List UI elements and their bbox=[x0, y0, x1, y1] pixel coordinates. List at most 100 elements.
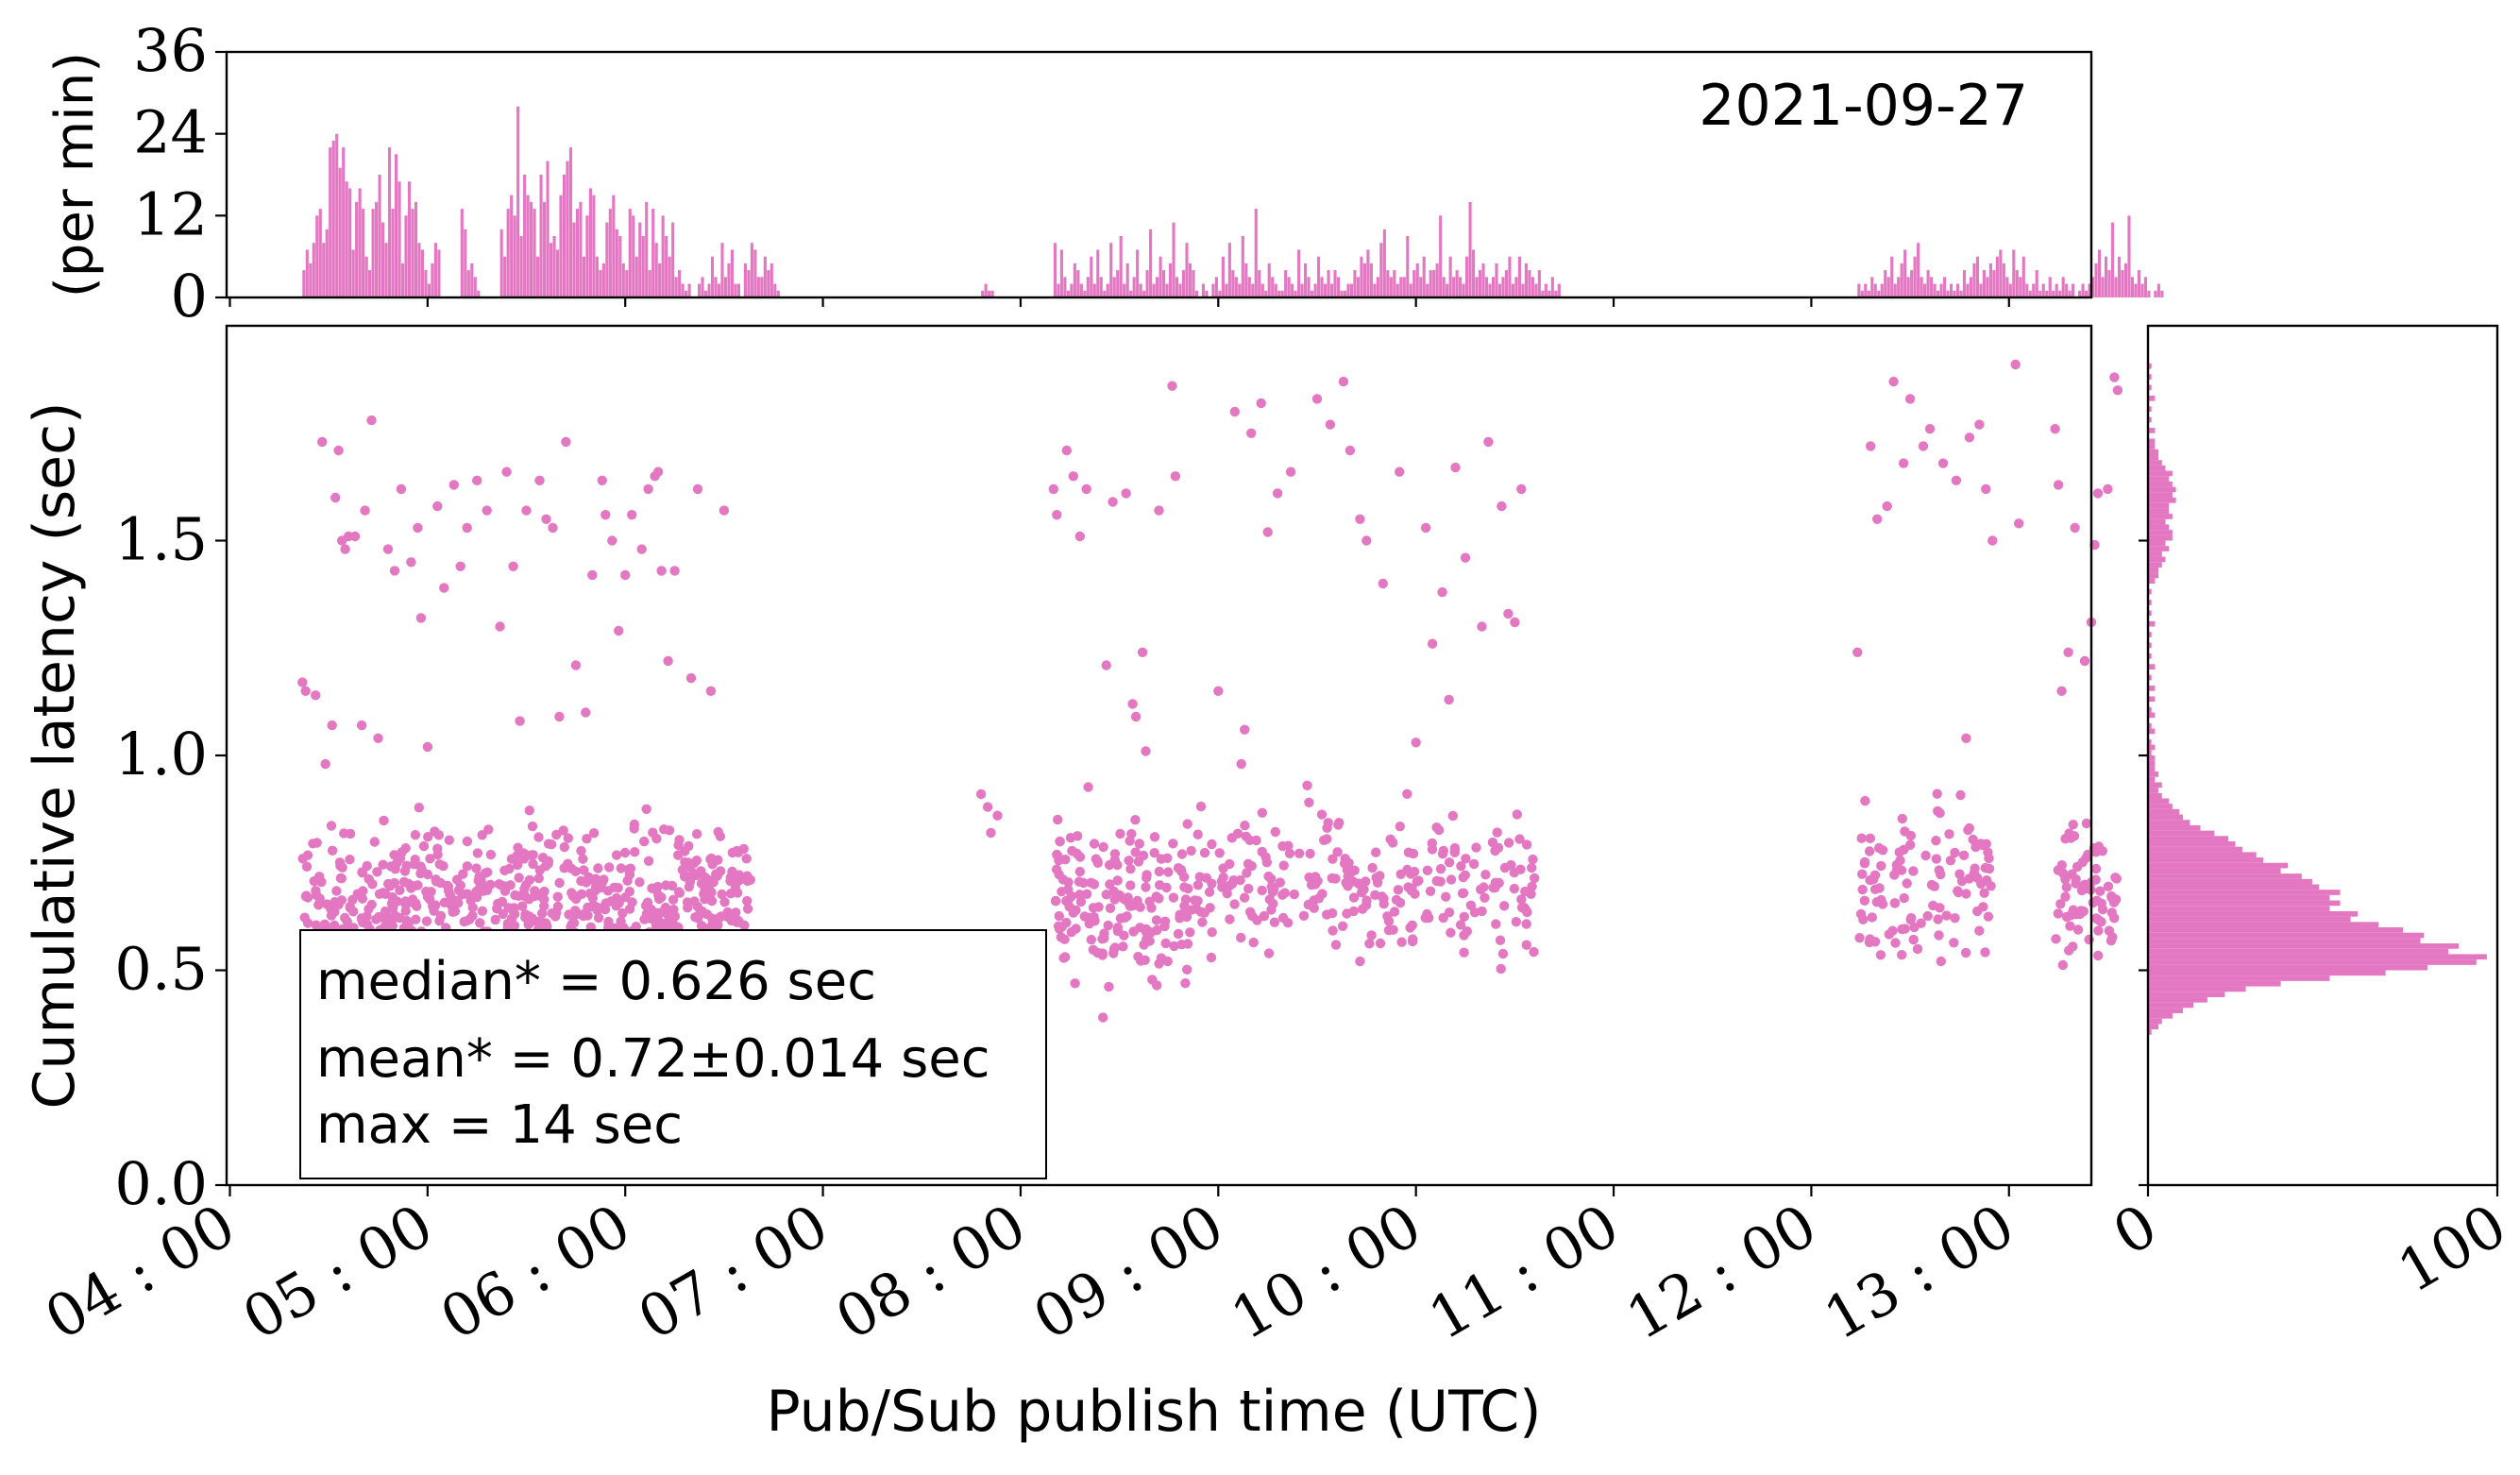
latency-point bbox=[465, 914, 475, 924]
top-histogram-bar bbox=[559, 195, 563, 297]
latency-point bbox=[1867, 912, 1878, 923]
latency-point bbox=[1169, 941, 1179, 952]
latency-point bbox=[477, 906, 488, 916]
top-histogram-bar bbox=[1103, 290, 1107, 297]
latency-histogram-bar bbox=[2148, 776, 2156, 783]
latency-point bbox=[1149, 848, 1159, 858]
top-histogram-bar bbox=[387, 147, 392, 297]
latency-point bbox=[1175, 864, 1187, 875]
latency-point bbox=[1378, 578, 1389, 589]
latency-point bbox=[705, 854, 716, 865]
top-histogram-bar bbox=[1227, 243, 1231, 297]
latency-histogram-bar bbox=[2148, 992, 2225, 997]
top-histogram-bar bbox=[2019, 277, 2022, 297]
latency-point bbox=[1356, 888, 1367, 898]
latency-histogram-bar bbox=[2148, 922, 2379, 927]
latency-point bbox=[2092, 488, 2104, 499]
latency-point bbox=[1506, 859, 1516, 871]
latency-point bbox=[1444, 857, 1455, 868]
latency-histogram-bar bbox=[2148, 938, 2421, 944]
latency-point bbox=[546, 839, 557, 850]
latency-point bbox=[629, 823, 639, 834]
latency-point bbox=[1091, 854, 1102, 864]
latency-histogram-bar bbox=[2148, 416, 2152, 423]
top-histogram-bar bbox=[641, 236, 645, 297]
latency-point bbox=[1898, 458, 1909, 468]
latency-point bbox=[588, 828, 600, 839]
latency-point bbox=[472, 475, 482, 485]
latency-point bbox=[742, 904, 753, 914]
latency-point bbox=[444, 835, 454, 845]
top-histogram-bar bbox=[1254, 209, 1258, 297]
latency-point bbox=[1512, 809, 1523, 820]
latency-point bbox=[700, 885, 710, 896]
latency-point bbox=[1487, 837, 1498, 848]
top-histogram-bar bbox=[1917, 243, 1920, 297]
top-histogram-bar bbox=[1300, 283, 1304, 297]
latency-histogram-bar bbox=[2148, 841, 2236, 847]
latency-point bbox=[674, 835, 685, 845]
latency-point bbox=[1370, 890, 1380, 900]
top-histogram-bar bbox=[2002, 263, 2005, 297]
latency-point bbox=[1142, 873, 1152, 883]
latency-point bbox=[1263, 948, 1275, 958]
latency-point bbox=[614, 898, 624, 908]
latency-point bbox=[641, 804, 651, 814]
top-y-tick-label: 12 bbox=[133, 179, 208, 248]
latency-point bbox=[1980, 947, 1990, 958]
latency-histogram-bar bbox=[2148, 600, 2152, 605]
latency-point bbox=[1393, 885, 1404, 895]
latency-point bbox=[1317, 889, 1328, 899]
top-histogram-bar bbox=[723, 277, 728, 297]
top-histogram-bar bbox=[632, 215, 635, 297]
scatter-y-tick-label: 1.0 bbox=[114, 720, 208, 788]
latency-point bbox=[1125, 880, 1136, 890]
latency-point bbox=[423, 832, 433, 842]
latency-point bbox=[1101, 890, 1112, 900]
latency-point bbox=[1272, 488, 1283, 499]
latency-point bbox=[331, 886, 342, 896]
latency-point bbox=[1229, 899, 1240, 909]
latency-point bbox=[1958, 850, 1970, 860]
latency-point bbox=[1411, 738, 1421, 748]
latency-point bbox=[1218, 863, 1228, 873]
latency-point bbox=[1480, 870, 1491, 880]
latency-point bbox=[1190, 895, 1200, 906]
latency-histogram-bar bbox=[2148, 572, 2159, 579]
latency-point bbox=[326, 904, 336, 914]
latency-point bbox=[385, 861, 397, 872]
latency-point bbox=[445, 889, 455, 900]
latency-point bbox=[614, 625, 624, 636]
latency-point bbox=[1109, 855, 1121, 865]
top-histogram-bar bbox=[1291, 283, 1294, 297]
latency-point bbox=[624, 887, 634, 897]
latency-histogram-bar bbox=[2148, 728, 2156, 735]
latency-point bbox=[1059, 934, 1070, 944]
latency-point bbox=[1480, 892, 1490, 903]
top-histogram-bar bbox=[1508, 256, 1512, 297]
latency-point bbox=[1874, 883, 1885, 893]
latency-point bbox=[732, 845, 742, 856]
top-histogram-bar bbox=[760, 277, 764, 297]
latency-point bbox=[1458, 872, 1468, 883]
top-histogram-bar bbox=[1201, 283, 1205, 297]
top-histogram-bar bbox=[1557, 283, 1561, 297]
latency-point bbox=[735, 874, 745, 886]
latency-point bbox=[309, 876, 319, 887]
top-histogram-bar bbox=[601, 263, 605, 297]
latency-point bbox=[2093, 925, 2104, 936]
latency-point bbox=[1227, 878, 1238, 889]
top-histogram-bar bbox=[1231, 270, 1235, 297]
top-histogram-bar bbox=[2058, 290, 2062, 297]
latency-point bbox=[1225, 914, 1235, 924]
latency-point bbox=[1242, 868, 1252, 878]
top-histogram-bar bbox=[1504, 270, 1509, 297]
top-histogram-bar bbox=[1053, 243, 1057, 297]
stats-median: median* = 0.626 sec bbox=[316, 951, 876, 1012]
latency-point bbox=[2095, 886, 2106, 896]
latency-point bbox=[1407, 920, 1418, 930]
top-histogram-y-ticks: 0 12 24 36 bbox=[133, 16, 227, 331]
latency-point bbox=[1277, 912, 1289, 924]
latency-point bbox=[1933, 914, 1943, 924]
latency-point bbox=[1471, 842, 1481, 853]
